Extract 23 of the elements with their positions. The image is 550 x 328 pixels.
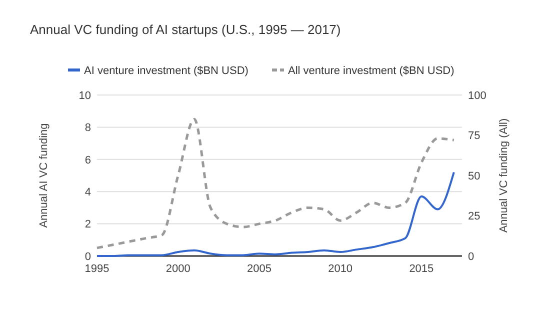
y-tick-label: 8 bbox=[84, 122, 91, 134]
line-series bbox=[96, 118, 456, 250]
y2-tick-label: 50 bbox=[468, 170, 480, 182]
y-tick-label: 4 bbox=[84, 186, 91, 198]
y2-axis-title: Annual VC funding (All) bbox=[498, 118, 510, 233]
y-tick-label: 6 bbox=[84, 154, 91, 166]
y2-tick-label: 0 bbox=[468, 250, 474, 263]
line-series bbox=[96, 171, 455, 257]
y-tick-label: 0 bbox=[84, 250, 91, 263]
y-tick-label: 2 bbox=[84, 218, 91, 231]
y2-tick-label: 25 bbox=[468, 210, 480, 223]
x-tick-label: 1995 bbox=[84, 263, 110, 275]
x-tick-label: 2015 bbox=[409, 263, 434, 275]
y2-tick-label: 75 bbox=[468, 130, 480, 142]
x-tick-label: 2005 bbox=[246, 263, 272, 275]
y-axis-title: Annual AI VC funding bbox=[38, 123, 50, 228]
y2-tick-label: 100 bbox=[468, 90, 486, 102]
legend-label: All venture investment ($BN USD) bbox=[288, 64, 454, 77]
legend-label: AI venture investment ($BN USD) bbox=[84, 64, 248, 77]
chart-title: Annual VC funding of AI startups (U.S., 1995 — 2017) bbox=[30, 22, 341, 37]
x-tick-label: 2010 bbox=[328, 263, 353, 275]
x-tick-label: 2000 bbox=[166, 263, 190, 275]
y-tick-label: 10 bbox=[78, 90, 91, 102]
